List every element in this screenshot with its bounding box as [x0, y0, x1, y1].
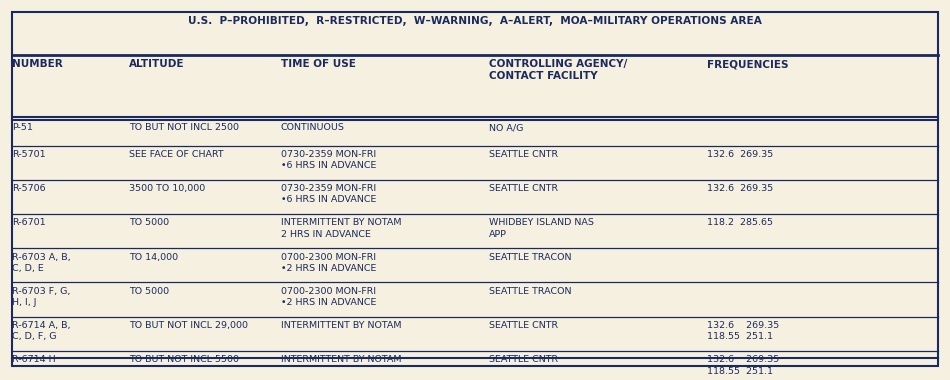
Text: TO BUT NOT INCL 2500: TO BUT NOT INCL 2500: [129, 123, 238, 132]
Text: TO 5000: TO 5000: [129, 218, 169, 228]
Text: CONTINUOUS: CONTINUOUS: [280, 123, 345, 132]
Text: TIME OF USE: TIME OF USE: [280, 59, 355, 69]
Text: R-5701: R-5701: [12, 150, 46, 159]
Text: 132.6    269.35
118.55  251.1: 132.6 269.35 118.55 251.1: [708, 355, 780, 375]
Text: TO 14,000: TO 14,000: [129, 253, 178, 262]
Text: CONTROLLING AGENCY/
CONTACT FACILITY: CONTROLLING AGENCY/ CONTACT FACILITY: [489, 59, 628, 81]
Text: NO A/G: NO A/G: [489, 123, 523, 132]
Text: SEATTLE TRACON: SEATTLE TRACON: [489, 253, 572, 262]
Text: 0700-2300 MON-FRI
•2 HRS IN ADVANCE: 0700-2300 MON-FRI •2 HRS IN ADVANCE: [280, 287, 376, 307]
Text: 0730-2359 MON-FRI
•6 HRS IN ADVANCE: 0730-2359 MON-FRI •6 HRS IN ADVANCE: [280, 184, 376, 204]
Text: 118.2  285.65: 118.2 285.65: [708, 218, 773, 228]
Text: R-6714 A, B,
C, D, F, G: R-6714 A, B, C, D, F, G: [12, 321, 70, 341]
Text: INTERMITTENT BY NOTAM
2 HRS IN ADVANCE: INTERMITTENT BY NOTAM 2 HRS IN ADVANCE: [280, 218, 401, 239]
Text: NUMBER: NUMBER: [12, 59, 63, 69]
Text: SEATTLE CNTR: SEATTLE CNTR: [489, 150, 559, 159]
Text: TO BUT NOT INCL 5500: TO BUT NOT INCL 5500: [129, 355, 238, 364]
Text: R-5706: R-5706: [12, 184, 46, 193]
Text: SEATTLE CNTR: SEATTLE CNTR: [489, 355, 559, 364]
Text: TO BUT NOT INCL 29,000: TO BUT NOT INCL 29,000: [129, 321, 248, 330]
Text: SEATTLE CNTR: SEATTLE CNTR: [489, 321, 559, 330]
Text: INTERMITTENT BY NOTAM: INTERMITTENT BY NOTAM: [280, 321, 401, 330]
Text: P-51: P-51: [12, 123, 33, 132]
Text: WHIDBEY ISLAND NAS
APP: WHIDBEY ISLAND NAS APP: [489, 218, 594, 239]
Text: R-6703 F, G,
H, I, J: R-6703 F, G, H, I, J: [12, 287, 70, 307]
Text: U.S.  P–PROHIBITED,  R–RESTRICTED,  W–WARNING,  A–ALERT,  MOA–MILITARY OPERATION: U.S. P–PROHIBITED, R–RESTRICTED, W–WARNI…: [188, 16, 762, 26]
Text: SEATTLE CNTR: SEATTLE CNTR: [489, 184, 559, 193]
Text: 0700-2300 MON-FRI
•2 HRS IN ADVANCE: 0700-2300 MON-FRI •2 HRS IN ADVANCE: [280, 253, 376, 273]
Text: 0730-2359 MON-FRI
•6 HRS IN ADVANCE: 0730-2359 MON-FRI •6 HRS IN ADVANCE: [280, 150, 376, 170]
Text: SEATTLE TRACON: SEATTLE TRACON: [489, 287, 572, 296]
Text: R-6703 A, B,
C, D, E: R-6703 A, B, C, D, E: [12, 253, 70, 273]
Text: 132.6    269.35
118.55  251.1: 132.6 269.35 118.55 251.1: [708, 321, 780, 341]
Text: 132.6  269.35: 132.6 269.35: [708, 150, 773, 159]
Text: ALTITUDE: ALTITUDE: [129, 59, 184, 69]
Text: 132.6  269.35: 132.6 269.35: [708, 184, 773, 193]
Text: R-6701: R-6701: [12, 218, 46, 228]
Text: FREQUENCIES: FREQUENCIES: [708, 59, 788, 69]
Text: INTERMITTENT BY NOTAM: INTERMITTENT BY NOTAM: [280, 355, 401, 364]
Text: TO 5000: TO 5000: [129, 287, 169, 296]
Text: R-6714 H: R-6714 H: [12, 355, 56, 364]
Text: SEE FACE OF CHART: SEE FACE OF CHART: [129, 150, 223, 159]
Text: 3500 TO 10,000: 3500 TO 10,000: [129, 184, 205, 193]
